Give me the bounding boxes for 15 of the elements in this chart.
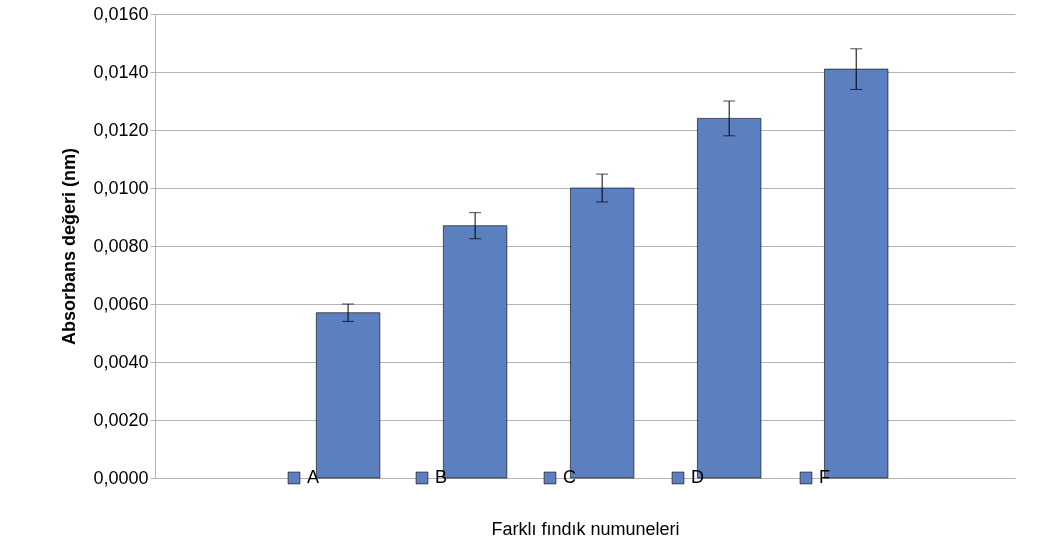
y-tick-label: 0,0140 [93, 61, 149, 82]
y-tick-label: 0,0000 [93, 467, 149, 488]
legend-label: B [435, 467, 448, 487]
y-axis-title: Absorbans değeri (nm) [59, 147, 80, 346]
legend-label: C [563, 467, 576, 487]
y-tick-label: 0,0080 [93, 235, 149, 256]
y-tick-label: 0,0120 [93, 119, 149, 140]
y-tick-label: 0,0160 [93, 3, 149, 24]
y-tick-label: 0,0020 [93, 409, 149, 430]
y-tick-label: 0,0100 [93, 177, 149, 198]
y-tick-label: 0,0060 [93, 293, 149, 314]
y-tick-label: 0,0040 [93, 351, 149, 372]
legend-label: A [307, 467, 320, 487]
legend-label: D [691, 467, 704, 487]
x-axis-title: Farklı fındık numuneleri [491, 518, 680, 539]
